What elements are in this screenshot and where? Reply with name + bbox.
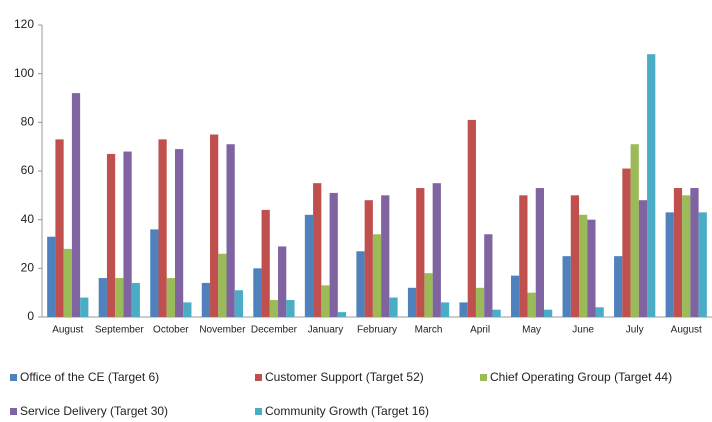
bar bbox=[543, 309, 553, 317]
bar bbox=[614, 256, 623, 317]
y-tick-label: 100 bbox=[14, 66, 34, 80]
bar bbox=[253, 268, 262, 317]
bar bbox=[372, 234, 382, 317]
bar bbox=[570, 195, 580, 317]
bar bbox=[389, 297, 398, 317]
bar bbox=[234, 290, 243, 317]
bar bbox=[55, 139, 64, 317]
bar bbox=[80, 297, 89, 317]
bar bbox=[321, 285, 330, 317]
legend-swatch bbox=[10, 408, 17, 415]
bar bbox=[638, 200, 648, 317]
bar bbox=[98, 278, 107, 317]
legend-label: Chief Operating Group (Target 44) bbox=[490, 370, 672, 384]
bar bbox=[673, 188, 683, 317]
y-tick-label: 60 bbox=[21, 163, 35, 177]
bar bbox=[123, 151, 132, 317]
bar bbox=[329, 192, 338, 317]
bar bbox=[665, 212, 674, 317]
bar bbox=[71, 93, 81, 317]
bar bbox=[304, 214, 314, 317]
bar bbox=[587, 219, 596, 317]
y-tick-label: 40 bbox=[21, 212, 35, 226]
bar bbox=[158, 139, 167, 317]
x-tick-label: September bbox=[95, 325, 145, 336]
bar bbox=[511, 275, 520, 317]
y-tick-label: 120 bbox=[14, 17, 34, 31]
bar bbox=[432, 183, 441, 317]
legend-label: Service Delivery (Target 30) bbox=[20, 404, 168, 418]
bar bbox=[131, 282, 140, 317]
bar bbox=[381, 195, 390, 317]
legend-label: Office of the CE (Target 6) bbox=[20, 370, 159, 384]
bar bbox=[201, 282, 211, 317]
bar bbox=[690, 188, 699, 317]
bar bbox=[698, 212, 707, 317]
bar bbox=[313, 183, 322, 317]
bar bbox=[226, 144, 235, 317]
bar bbox=[174, 149, 184, 317]
x-tick-label: August bbox=[671, 325, 702, 336]
legend-swatch bbox=[255, 408, 262, 415]
bar bbox=[364, 200, 373, 317]
bar bbox=[484, 234, 493, 317]
legend-swatch bbox=[10, 374, 17, 381]
bar bbox=[63, 248, 72, 317]
bar bbox=[424, 273, 433, 317]
x-tick-label: May bbox=[522, 325, 541, 336]
bar bbox=[183, 302, 192, 317]
x-tick-label: June bbox=[572, 325, 594, 336]
bar bbox=[459, 302, 468, 317]
bar bbox=[261, 209, 270, 317]
bar bbox=[630, 144, 639, 317]
x-tick-label: July bbox=[626, 325, 644, 336]
bar bbox=[47, 236, 56, 317]
y-tick-label: 0 bbox=[27, 309, 34, 323]
bar bbox=[356, 251, 365, 317]
bar bbox=[535, 188, 544, 317]
y-tick-label: 80 bbox=[21, 115, 35, 129]
bar bbox=[106, 153, 116, 317]
bar bbox=[407, 287, 417, 317]
bar bbox=[286, 299, 295, 317]
bar bbox=[647, 54, 656, 317]
legend-swatch bbox=[480, 374, 487, 381]
legend-swatch bbox=[255, 374, 262, 381]
x-tick-label: January bbox=[308, 325, 344, 336]
x-tick-label: February bbox=[357, 325, 397, 336]
x-tick-label: October bbox=[153, 325, 189, 336]
bar bbox=[337, 312, 347, 317]
bar bbox=[166, 278, 175, 317]
bar bbox=[150, 229, 159, 317]
bar bbox=[278, 246, 287, 317]
bar bbox=[467, 119, 476, 318]
x-tick-label: March bbox=[415, 325, 443, 336]
bar bbox=[115, 278, 124, 317]
x-tick-label: November bbox=[199, 325, 246, 336]
bar bbox=[622, 168, 631, 317]
bar bbox=[527, 292, 536, 317]
bar bbox=[579, 214, 588, 317]
bar bbox=[218, 253, 227, 317]
bar bbox=[416, 188, 425, 317]
bar bbox=[440, 302, 450, 317]
y-tick-label: 20 bbox=[21, 261, 35, 275]
legend-label: Community Growth (Target 16) bbox=[265, 404, 429, 418]
bar bbox=[475, 287, 485, 317]
bar bbox=[492, 309, 501, 317]
bar bbox=[519, 195, 528, 317]
bar bbox=[562, 256, 571, 317]
bar bbox=[269, 299, 279, 317]
bar bbox=[682, 195, 691, 317]
x-tick-label: April bbox=[470, 325, 490, 336]
bar bbox=[595, 307, 604, 317]
legend-label: Customer Support (Target 52) bbox=[265, 370, 424, 384]
x-tick-label: August bbox=[52, 325, 83, 336]
x-tick-label: December bbox=[251, 325, 298, 336]
bar bbox=[210, 134, 219, 317]
